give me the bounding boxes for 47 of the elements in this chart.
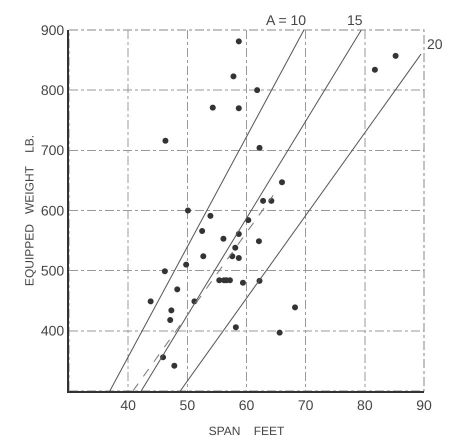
point <box>183 262 190 268</box>
point <box>256 144 263 151</box>
annotation: 20 <box>427 36 443 52</box>
point <box>162 268 168 274</box>
point <box>240 280 246 286</box>
point <box>174 286 180 292</box>
x-tick-label: 40 <box>120 396 136 413</box>
point <box>236 255 242 262</box>
point <box>207 212 214 219</box>
y-tick-label: 400 <box>40 322 64 339</box>
point <box>162 138 168 144</box>
point <box>230 73 236 80</box>
point <box>232 244 238 251</box>
y-tick-label: 500 <box>40 262 64 279</box>
point <box>210 104 216 111</box>
x-tick-label: 60 <box>238 396 254 413</box>
y-tick-label: 700 <box>40 142 64 158</box>
annotation: A = 10 <box>266 12 306 28</box>
point <box>392 52 399 59</box>
annotation: 15 <box>347 12 363 28</box>
point <box>260 198 266 204</box>
point <box>184 208 191 214</box>
point <box>232 324 239 330</box>
x-tick-label: 50 <box>180 396 196 413</box>
point <box>200 253 206 260</box>
y-tick-label: 600 <box>40 202 64 218</box>
point <box>256 238 262 244</box>
point <box>276 330 283 336</box>
x-tick-label: 90 <box>416 396 432 413</box>
point <box>168 307 174 314</box>
y-tick-label: 800 <box>40 82 64 98</box>
point <box>292 304 298 310</box>
point <box>220 236 226 242</box>
point <box>236 105 242 112</box>
point <box>167 317 174 323</box>
y-axis-title: EQUIPPED WEIGHT LB. <box>22 134 37 286</box>
point <box>279 179 285 186</box>
point <box>372 66 378 73</box>
y-tick-label: 900 <box>40 22 64 38</box>
point <box>148 298 154 304</box>
point <box>236 38 242 44</box>
x-axis-title: SPAN FEET <box>208 424 286 438</box>
point <box>199 228 206 234</box>
point <box>171 362 178 369</box>
point <box>254 87 260 94</box>
x-tick-label: 70 <box>298 396 314 413</box>
x-tick-label: 80 <box>357 396 373 413</box>
